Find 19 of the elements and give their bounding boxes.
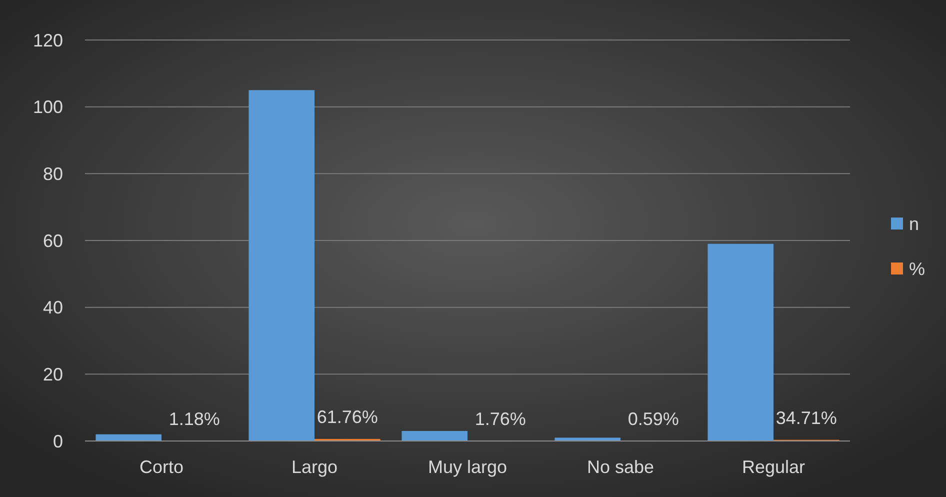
data-label: 0.59%	[628, 408, 679, 429]
y-tick-label: 80	[42, 164, 63, 184]
data-label: 1.76%	[474, 408, 526, 429]
data-label: 61.76%	[316, 406, 378, 427]
y-tick-label: 120	[32, 30, 63, 50]
data-label: 34.71%	[776, 408, 837, 428]
x-tick-label: No sabe	[586, 457, 654, 477]
x-tick-label: Largo	[291, 457, 338, 477]
y-tick-label: 40	[42, 298, 63, 318]
x-tick-label: Muy largo	[428, 457, 508, 477]
x-tick-label: Regular	[742, 457, 806, 477]
legend-label: %	[909, 258, 926, 279]
y-tick-label: 0	[52, 431, 63, 452]
y-tick-label: 100	[32, 97, 63, 118]
y-tick-label: 20	[42, 364, 63, 384]
x-tick-label: Corto	[139, 457, 184, 477]
legend-label: n	[909, 214, 920, 234]
y-tick-label: 60	[42, 230, 63, 251]
data-label: 1.18%	[168, 408, 220, 429]
